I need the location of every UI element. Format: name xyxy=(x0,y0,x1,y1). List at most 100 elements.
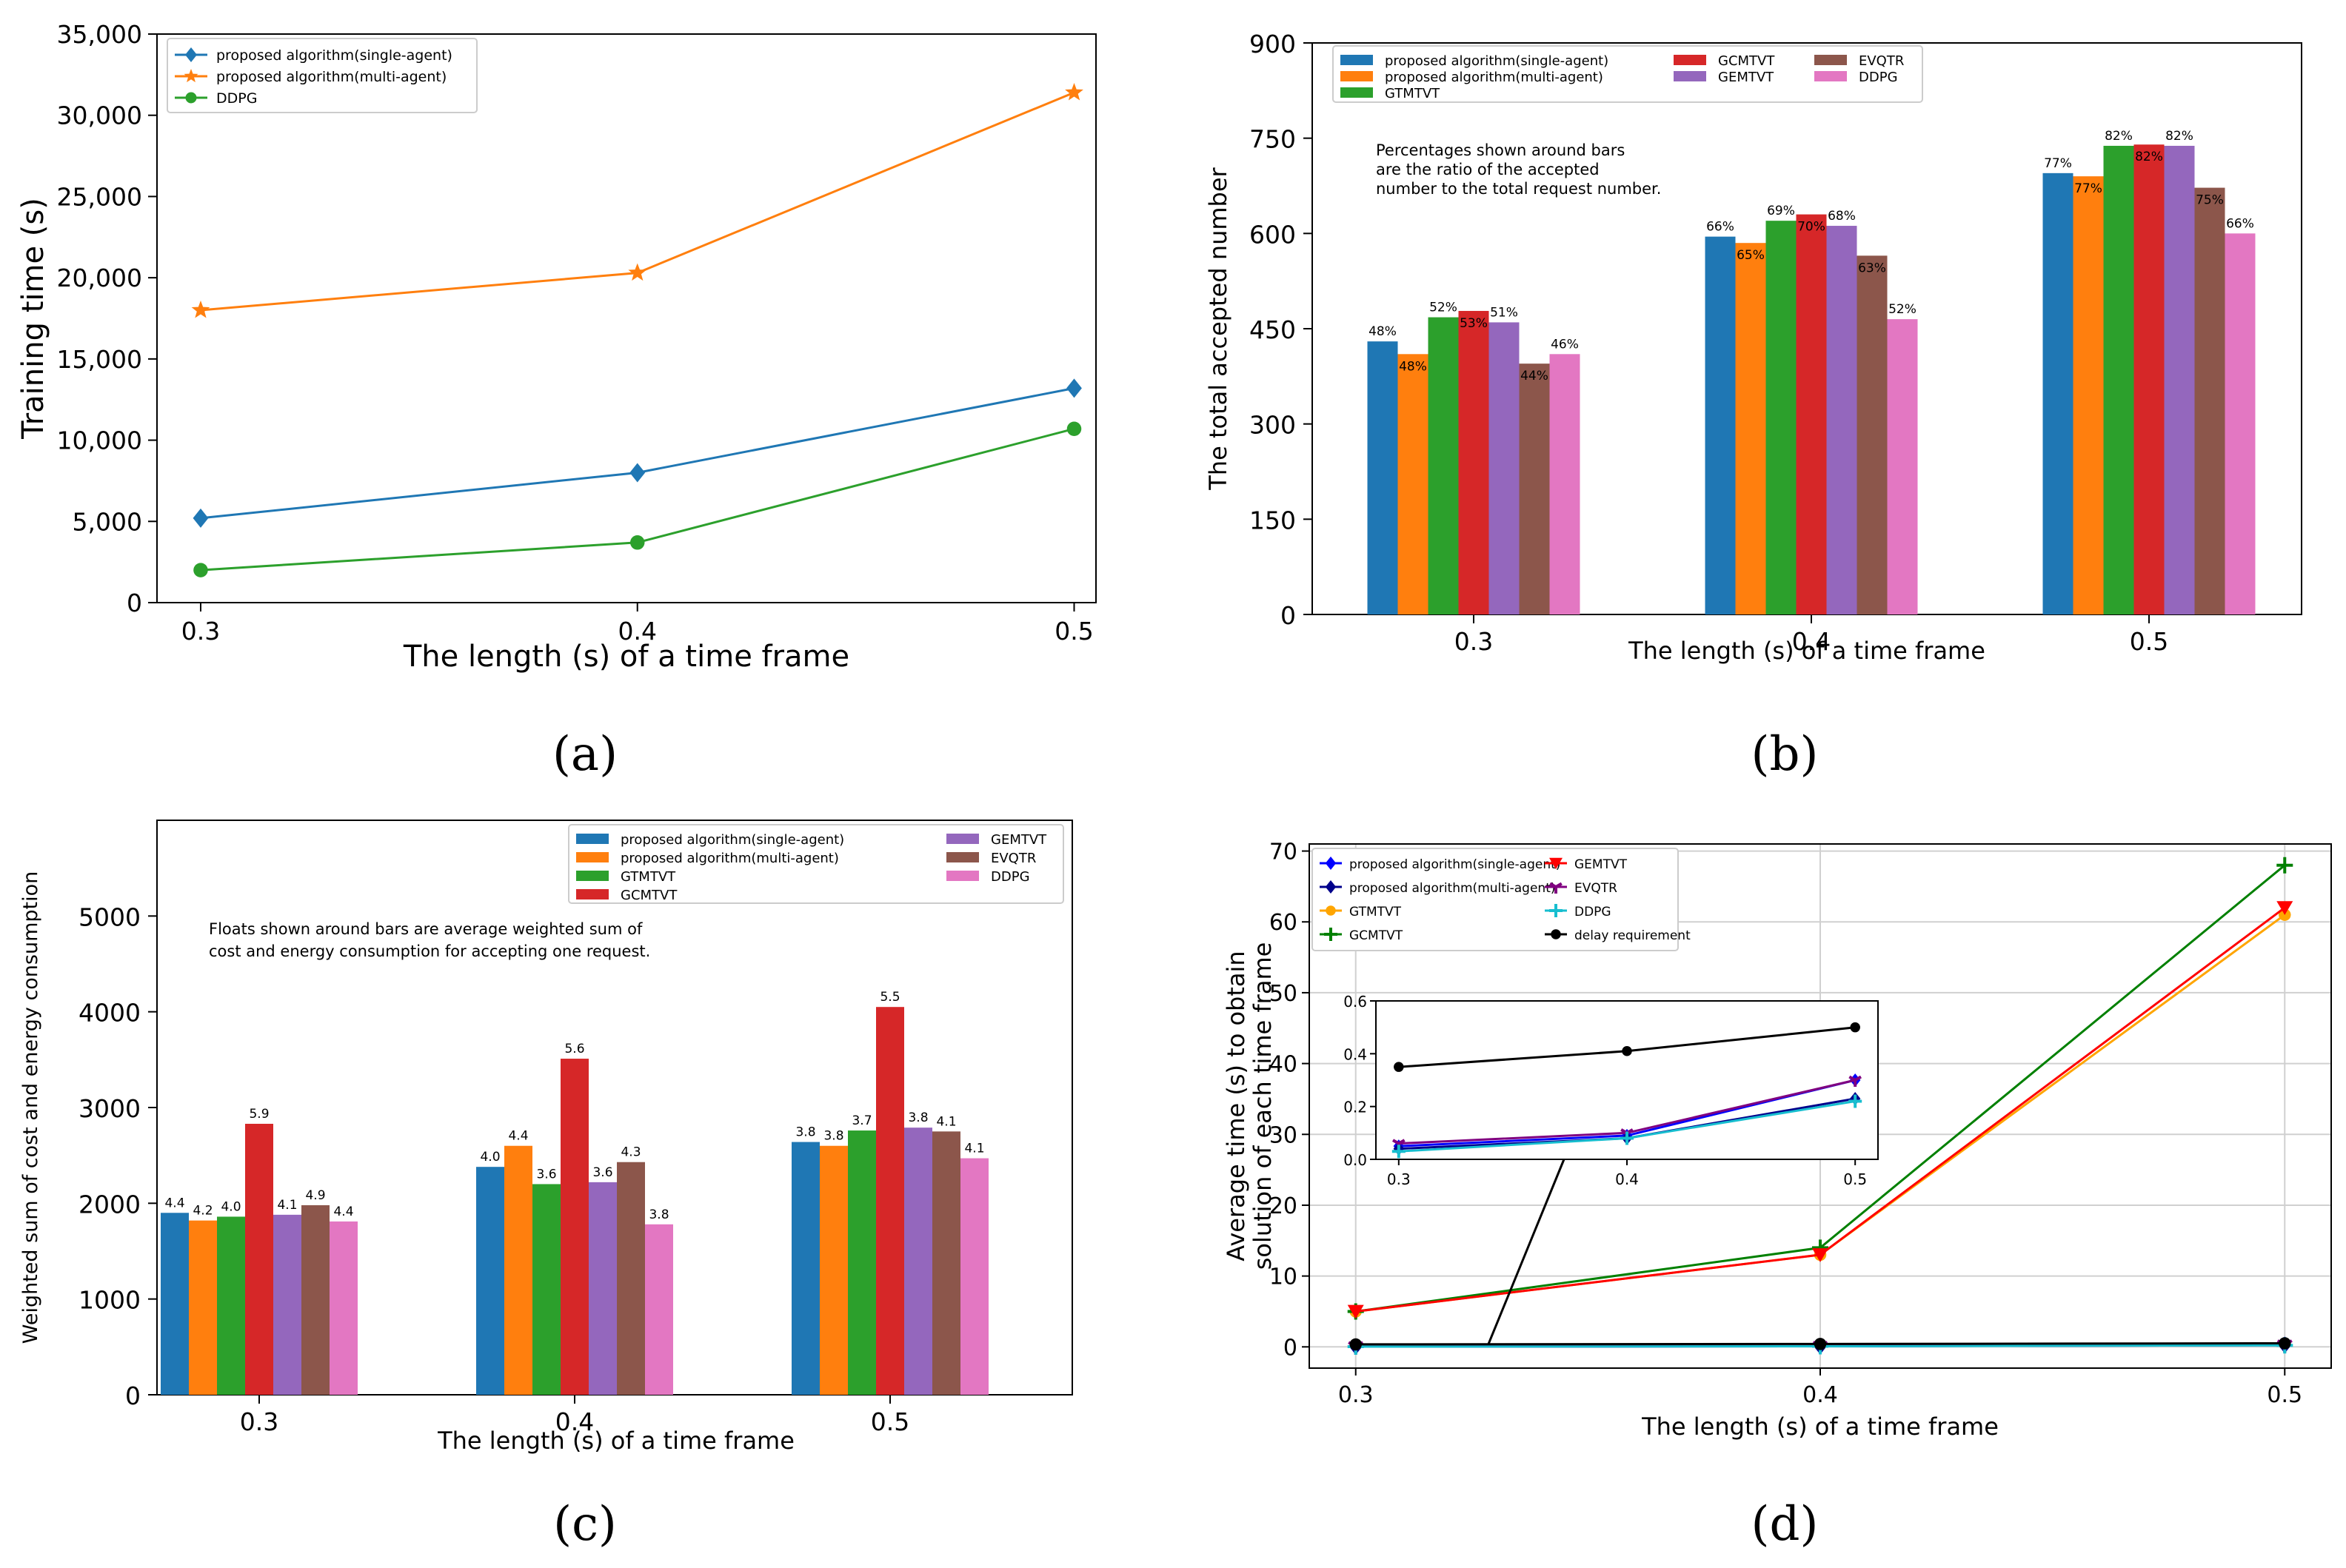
y-tick-label: 300 xyxy=(1249,411,1296,440)
bar xyxy=(820,1146,848,1395)
x-tick-label: 0.3 xyxy=(1454,627,1493,656)
data-point xyxy=(629,463,645,482)
data-point xyxy=(1067,421,1082,436)
bar-data-label: 4.1 xyxy=(277,1198,297,1213)
legend-swatch xyxy=(1814,55,1847,65)
panel-label: (b) xyxy=(1751,727,1819,782)
bar-data-label: 65% xyxy=(1737,248,1765,263)
bar-data-label: 68% xyxy=(1828,209,1856,224)
bar xyxy=(1520,363,1550,614)
bar xyxy=(1827,226,1857,614)
bar xyxy=(1797,215,1827,614)
bar-data-label: 5.6 xyxy=(564,1042,584,1056)
x-axis-label: The length (s) of a time frame xyxy=(403,640,849,674)
bar-data-label: 82% xyxy=(2105,129,2133,144)
bar xyxy=(245,1124,273,1395)
legend-label: GCMTVT xyxy=(621,888,678,903)
y-tick-label: 600 xyxy=(1249,220,1296,249)
legend-label: EVQTR xyxy=(1859,53,1904,69)
y-axis-label: Training time (s) xyxy=(16,198,50,440)
y-tick-label: 150 xyxy=(1249,506,1296,535)
legend-label: GEMTVT xyxy=(1718,70,1774,85)
inset-data-point xyxy=(1850,1022,1860,1033)
legend-swatch xyxy=(1340,55,1373,65)
legend-label: GEMTVT xyxy=(991,832,1047,848)
legend-marker xyxy=(1326,905,1336,916)
bar-data-label: 70% xyxy=(1797,220,1825,235)
y-tick-label: 4000 xyxy=(78,999,141,1028)
plot-frame xyxy=(157,34,1096,603)
bar xyxy=(1705,237,1736,614)
legend-swatch xyxy=(946,852,979,862)
bar xyxy=(476,1167,504,1395)
legend-label: proposed algorithm(multi-agent) xyxy=(1385,70,1603,85)
inset-y-tick-label: 0.4 xyxy=(1343,1045,1367,1063)
y-tick-label: 2000 xyxy=(78,1190,141,1219)
legend-label: GTMTVT xyxy=(621,869,676,885)
legend-swatch xyxy=(946,834,979,844)
annotation-text: number to the total request number. xyxy=(1376,180,1661,198)
bar xyxy=(932,1131,960,1395)
bar xyxy=(1736,243,1766,614)
y-tick-label: 450 xyxy=(1249,315,1296,344)
bar xyxy=(1857,255,1888,614)
bar xyxy=(1398,354,1428,614)
data-point xyxy=(628,264,646,281)
bar xyxy=(2225,233,2256,614)
panel-label: (d) xyxy=(1751,1497,1819,1552)
annotation-text: Floats shown around bars are average wei… xyxy=(209,920,643,938)
legend-swatch xyxy=(576,871,609,881)
y-tick-label: 10,000 xyxy=(57,426,142,455)
legend-marker xyxy=(1551,929,1561,939)
bar xyxy=(1459,311,1489,614)
y-tick-label: 20,000 xyxy=(57,264,142,292)
bar-data-label: 3.8 xyxy=(795,1125,815,1140)
x-tick-label: 0.3 xyxy=(181,617,220,646)
y-tick-label: 25,000 xyxy=(57,182,142,211)
bar-data-label: 5.5 xyxy=(880,990,900,1005)
bar xyxy=(904,1128,932,1395)
data-point xyxy=(1814,1338,1827,1350)
chart-d: 0 10 20 30 40 50 60 70 0.3 0.4 0.5 The length (s) o… xyxy=(1222,840,2331,1552)
chart-a: 0 5,000 10,000 15,000 20,000 25,000 30,000 35,0… xyxy=(16,20,1096,782)
y-tick-label: 60 xyxy=(1269,910,1297,936)
bar-data-label: 4.4 xyxy=(508,1129,528,1144)
bar-data-label: 48% xyxy=(1368,324,1397,339)
y-tick-label: 35,000 xyxy=(57,20,142,49)
bar-data-label: 4.3 xyxy=(621,1145,641,1160)
x-tick-label: 0.5 xyxy=(2267,1382,2302,1408)
panel-label: (c) xyxy=(553,1497,617,1552)
x-tick-label: 0.5 xyxy=(2130,627,2168,656)
x-tick-label: 0.5 xyxy=(1055,617,1093,646)
legend-label: proposed algorithm(single-agent) xyxy=(621,832,844,848)
y-tick-label: 0 xyxy=(125,1381,141,1410)
legend-swatch xyxy=(1674,55,1706,65)
inset-data-point xyxy=(1622,1046,1632,1056)
panel-label: (a) xyxy=(552,727,618,782)
bar xyxy=(792,1142,820,1395)
legend-label: proposed algorithm(single-agent) xyxy=(216,47,452,64)
data-point xyxy=(1066,378,1082,398)
data-point xyxy=(1065,83,1083,101)
legend-swatch xyxy=(576,852,609,862)
legend-label: GTMTVT xyxy=(1385,86,1440,101)
bar-data-label: 4.4 xyxy=(333,1205,353,1219)
data-point xyxy=(193,509,209,528)
inset-x-tick-label: 0.4 xyxy=(1615,1170,1639,1188)
bar xyxy=(2165,146,2195,614)
data-point xyxy=(192,301,210,318)
bar-data-label: 66% xyxy=(2226,216,2254,231)
bar-data-label: 63% xyxy=(1858,261,1886,275)
bar-data-label: 46% xyxy=(1551,337,1579,352)
y-tick-label: 750 xyxy=(1249,125,1296,154)
y-axis-label: solution of each time frame xyxy=(1249,942,1277,1270)
legend-label: EVQTR xyxy=(991,851,1036,866)
legend-label: proposed algorithm(multi-agent) xyxy=(1349,881,1556,896)
bar xyxy=(2134,144,2165,614)
bar xyxy=(217,1216,245,1395)
x-tick-label: 0.5 xyxy=(871,1407,909,1436)
inset-data-point xyxy=(1394,1062,1404,1072)
legend-label: GCMTVT xyxy=(1349,928,1403,943)
bar-data-label: 51% xyxy=(1490,305,1518,320)
bar xyxy=(589,1182,617,1395)
